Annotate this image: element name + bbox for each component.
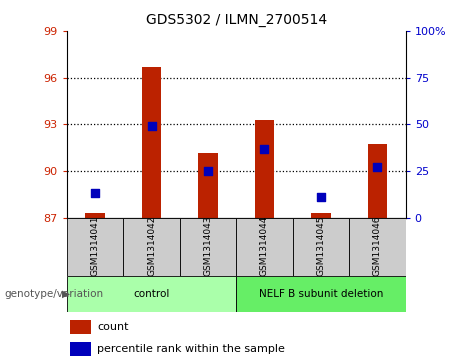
Text: ▶: ▶	[62, 289, 70, 299]
Text: percentile rank within the sample: percentile rank within the sample	[97, 344, 285, 354]
Text: NELF B subunit deletion: NELF B subunit deletion	[259, 289, 383, 299]
Bar	[236, 218, 293, 276]
Bar	[349, 218, 406, 276]
Bar	[180, 218, 236, 276]
Point	[374, 164, 381, 170]
Bar	[254, 121, 274, 218]
Point	[91, 191, 99, 196]
Bar	[70, 320, 90, 334]
Text: GSM1314046: GSM1314046	[373, 215, 382, 276]
Text: genotype/variation: genotype/variation	[5, 289, 104, 299]
Bar	[67, 276, 236, 312]
Bar	[123, 218, 180, 276]
Bar	[70, 342, 90, 356]
Bar	[236, 276, 406, 312]
Bar	[142, 68, 161, 218]
Point	[204, 168, 212, 174]
Title: GDS5302 / ILMN_2700514: GDS5302 / ILMN_2700514	[146, 13, 327, 27]
Text: GSM1314043: GSM1314043	[203, 215, 213, 276]
Bar	[198, 153, 218, 218]
Point	[148, 123, 155, 129]
Bar	[311, 213, 331, 218]
Point	[317, 194, 325, 200]
Text: GSM1314041: GSM1314041	[90, 215, 100, 276]
Point	[261, 146, 268, 151]
Bar	[293, 218, 349, 276]
Text: GSM1314044: GSM1314044	[260, 216, 269, 276]
Bar	[367, 144, 387, 218]
Bar	[67, 218, 123, 276]
Text: control: control	[133, 289, 170, 299]
Text: GSM1314042: GSM1314042	[147, 216, 156, 276]
Bar	[85, 213, 105, 218]
Text: GSM1314045: GSM1314045	[316, 215, 325, 276]
Text: count: count	[97, 322, 129, 332]
